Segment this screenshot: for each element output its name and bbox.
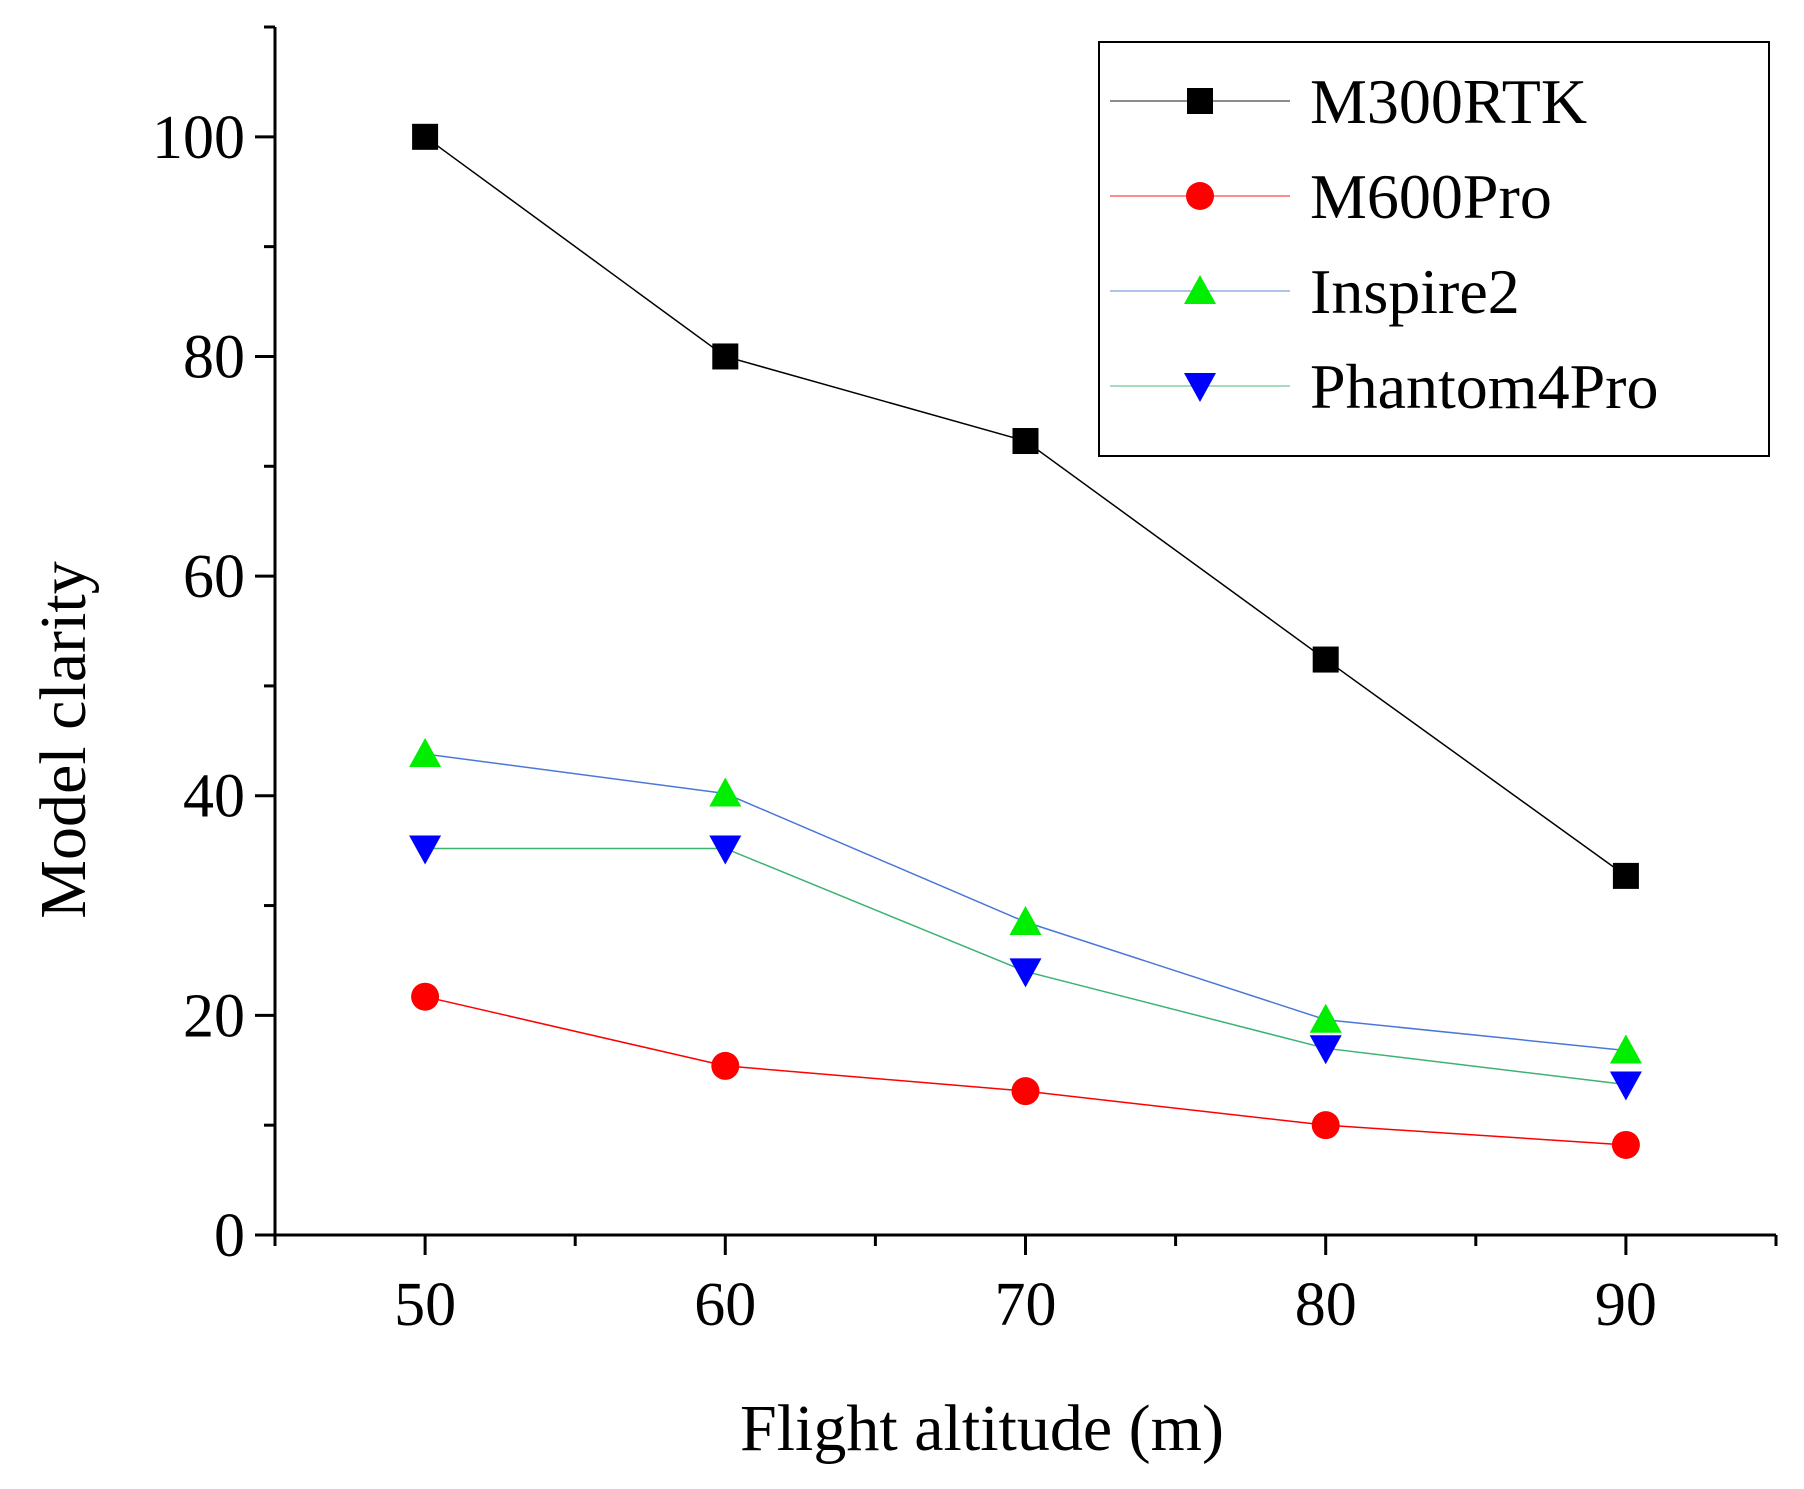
data-point bbox=[1012, 428, 1039, 455]
data-point bbox=[711, 1051, 740, 1080]
legend-label: Inspire2 bbox=[1310, 256, 1520, 327]
x-axis-title: Flight altitude (m) bbox=[740, 1392, 1224, 1465]
data-point bbox=[411, 982, 440, 1011]
data-point bbox=[1011, 1077, 1040, 1106]
y-axis-title: Model clarity bbox=[27, 561, 100, 918]
data-point bbox=[709, 777, 742, 807]
x-tick-label: 50 bbox=[394, 1271, 456, 1339]
legend-item: M600Pro bbox=[1110, 161, 1552, 232]
data-point bbox=[712, 343, 739, 370]
data-point bbox=[709, 835, 742, 865]
data-point bbox=[1311, 1111, 1340, 1140]
y-tick-label: 100 bbox=[152, 104, 245, 172]
data-point bbox=[1611, 1130, 1640, 1159]
series-m300rtk bbox=[412, 123, 1639, 889]
data-point bbox=[1309, 1003, 1342, 1033]
legend-item: M300RTK bbox=[1110, 66, 1587, 137]
x-tick-label: 70 bbox=[995, 1271, 1057, 1339]
x-tick-label: 60 bbox=[694, 1271, 756, 1339]
legend-marker bbox=[1186, 182, 1214, 210]
legend-marker bbox=[1184, 373, 1216, 402]
axes: 50 60 70 80 90 0 20 40 60 80 100 bbox=[152, 25, 1778, 1339]
data-point bbox=[1312, 646, 1339, 673]
legend-label: M300RTK bbox=[1310, 66, 1587, 137]
series-line bbox=[425, 753, 1626, 1052]
series-layer bbox=[409, 123, 1642, 1159]
y-tick-label: 80 bbox=[183, 323, 245, 391]
y-tick-label: 60 bbox=[183, 543, 245, 611]
data-point bbox=[409, 737, 442, 767]
series-m600pro bbox=[411, 982, 1640, 1159]
legend-item: Phantom4Pro bbox=[1110, 351, 1658, 422]
legend-label: Phantom4Pro bbox=[1310, 351, 1658, 422]
data-point bbox=[1612, 862, 1639, 889]
data-point bbox=[412, 123, 439, 150]
y-tick-label: 0 bbox=[214, 1202, 245, 1270]
legend-marker bbox=[1187, 88, 1213, 114]
series-phantom4pro bbox=[409, 835, 1642, 1101]
y-tick-label: 20 bbox=[183, 982, 245, 1050]
legend-label: M600Pro bbox=[1310, 161, 1552, 232]
data-point bbox=[1609, 1034, 1642, 1064]
x-tick-label: 90 bbox=[1595, 1271, 1657, 1339]
data-point bbox=[1309, 1035, 1342, 1065]
legend: M300RTK M600Pro Inspire2 Phantom4Pro bbox=[1098, 41, 1770, 457]
legend-marker bbox=[1184, 275, 1216, 304]
legend-item: Inspire2 bbox=[1110, 256, 1520, 327]
series-line bbox=[424, 995, 1626, 1146]
y-tick-label: 40 bbox=[183, 763, 245, 831]
data-point bbox=[1609, 1071, 1642, 1101]
series-inspire2 bbox=[409, 737, 1642, 1064]
data-point bbox=[1009, 906, 1042, 936]
data-point bbox=[1009, 958, 1042, 988]
data-point bbox=[409, 835, 442, 865]
x-tick-label: 80 bbox=[1295, 1271, 1357, 1339]
